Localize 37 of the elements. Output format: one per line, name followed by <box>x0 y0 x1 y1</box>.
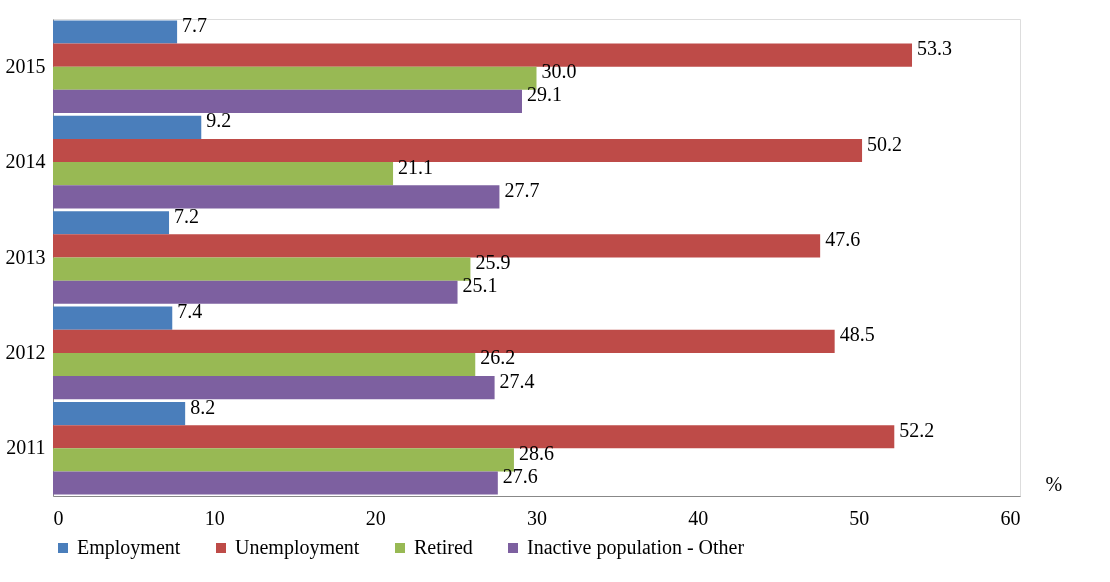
y-tick-label: 2012 <box>5 340 46 363</box>
y-tick-label: 2014 <box>5 150 46 173</box>
x-tick-label: 30 <box>527 506 547 529</box>
data-label: 9.2 <box>206 109 232 132</box>
data-label: 27.7 <box>504 178 540 201</box>
data-label: 29.1 <box>526 83 562 106</box>
data-label: 27.4 <box>499 369 535 392</box>
x-tick-label: 0 <box>53 506 64 529</box>
x-tick-label: 20 <box>365 506 386 529</box>
y-tick-label: 2013 <box>5 245 46 268</box>
data-label: 25.9 <box>475 251 511 274</box>
x-axis-title: % <box>1045 472 1063 495</box>
data-label: 25.1 <box>462 274 498 297</box>
x-tick-label: 60 <box>1000 506 1021 529</box>
data-label: 50.2 <box>867 132 903 155</box>
x-tick-label: 40 <box>688 506 709 529</box>
data-label: 27.6 <box>502 465 538 488</box>
data-label: 7.4 <box>177 300 203 323</box>
data-label: 53.3 <box>917 37 953 60</box>
data-label: 26.2 <box>480 346 516 369</box>
data-label: 28.6 <box>518 441 554 464</box>
x-tick-label: 10 <box>204 506 225 529</box>
legend-label: Unemployment <box>235 536 360 559</box>
data-label: 48.5 <box>839 323 875 346</box>
legend-label: Retired <box>414 536 473 558</box>
y-tick-label: 2015 <box>5 54 46 77</box>
legend-label: Employment <box>77 536 181 559</box>
data-label: 7.7 <box>182 13 208 36</box>
data-label: 21.1 <box>398 155 434 178</box>
x-tick-label: 50 <box>849 506 870 529</box>
data-label: 52.2 <box>899 418 935 441</box>
legend-label: Inactive population - Other <box>527 536 745 559</box>
y-tick-label: 2011 <box>6 436 46 459</box>
data-label: 7.2 <box>174 204 200 227</box>
data-label: 8.2 <box>190 395 216 418</box>
data-label: 30.0 <box>541 60 577 83</box>
data-label: 47.6 <box>825 227 861 250</box>
